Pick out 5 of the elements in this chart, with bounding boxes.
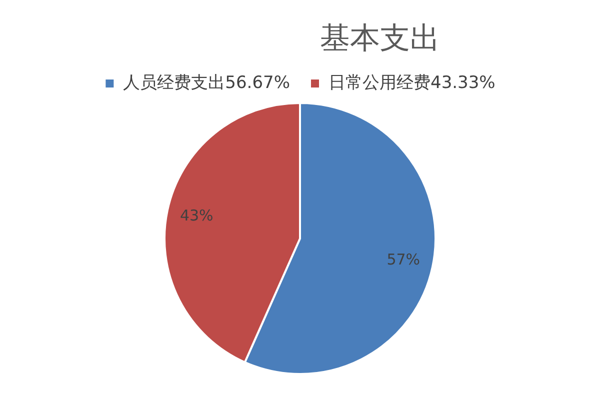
chart-title: 基本支出 (319, 21, 441, 57)
legend-label: 日常公用经费43.33% (328, 72, 496, 93)
data-label: 43% (180, 206, 214, 224)
legend-label: 人员经费支出56.67% (123, 72, 290, 93)
data-label: 57% (386, 250, 420, 268)
